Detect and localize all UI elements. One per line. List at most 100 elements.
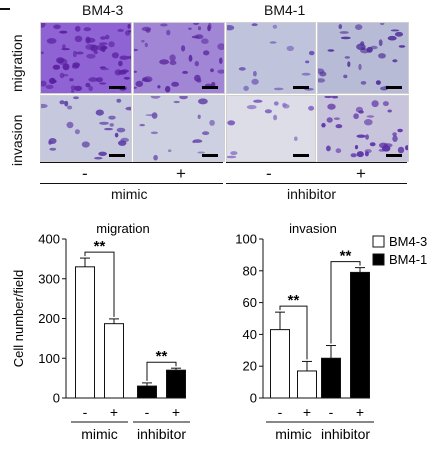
stained-cell xyxy=(321,122,326,128)
significance-bracket xyxy=(84,251,115,317)
cell-line-label-right: BM4-1 xyxy=(264,2,306,18)
bar xyxy=(137,385,157,399)
stained-cell xyxy=(251,23,258,27)
stained-cell xyxy=(308,105,315,111)
micrograph-bm43-invasion-minus xyxy=(40,95,132,162)
significance-marker: ** xyxy=(340,248,352,265)
stained-cell xyxy=(294,136,298,141)
stained-cell xyxy=(318,68,325,74)
y-tick-label: 40 xyxy=(243,327,257,342)
bar xyxy=(166,369,186,399)
stained-cell xyxy=(327,49,335,52)
stained-cell xyxy=(301,72,311,76)
stained-cell xyxy=(366,46,373,53)
stained-cell xyxy=(98,151,107,156)
legend-swatch xyxy=(372,235,385,248)
stained-cell xyxy=(253,99,263,103)
stained-cell xyxy=(344,56,350,59)
x-sign-label: - xyxy=(145,404,150,420)
stained-cell xyxy=(159,59,169,65)
x-sign-label: - xyxy=(278,404,283,420)
stained-cell xyxy=(191,35,200,39)
y-tick-label: 200 xyxy=(38,311,60,326)
stained-cell xyxy=(150,96,161,99)
stained-cell xyxy=(354,145,359,150)
stained-cell xyxy=(86,53,96,59)
stained-cell xyxy=(392,59,398,63)
y-tick-label: 20 xyxy=(243,359,257,374)
significance-bracket xyxy=(279,305,308,360)
stained-cell xyxy=(157,85,161,89)
x-sign-label: + xyxy=(172,404,180,420)
significance-bracket xyxy=(146,361,177,381)
stained-cell xyxy=(109,123,114,127)
stained-cell xyxy=(74,85,83,91)
group-label: inhibitor xyxy=(137,426,186,442)
stained-cell xyxy=(360,81,367,85)
stained-cell xyxy=(230,151,238,156)
stained-cell xyxy=(364,119,373,126)
stained-cell xyxy=(95,109,104,116)
group-divider-right xyxy=(226,183,407,184)
legend-swatch xyxy=(372,253,385,266)
stained-cell xyxy=(114,69,122,76)
stained-cell xyxy=(335,148,342,154)
stained-cell xyxy=(405,145,408,151)
micrograph-bm41-invasion-minus xyxy=(226,95,316,162)
group-label-mimic: mimic xyxy=(111,186,148,202)
stained-cell xyxy=(41,51,44,55)
chart-title: invasion xyxy=(289,221,337,236)
stained-cell xyxy=(201,38,209,44)
stained-cell xyxy=(116,98,122,103)
micrograph-bm41-migration-plus xyxy=(317,22,409,94)
stained-cell xyxy=(108,115,116,120)
stained-cell xyxy=(73,96,79,100)
treatment-divider-right xyxy=(226,162,407,163)
stained-cell xyxy=(392,135,398,142)
y-tick-label: 0 xyxy=(53,391,60,406)
stained-cell xyxy=(57,58,68,65)
row-label-migration: migration xyxy=(9,34,25,92)
stained-cell xyxy=(335,124,343,129)
stained-cell xyxy=(104,127,113,131)
x-sign-label: + xyxy=(356,404,364,420)
stained-cell xyxy=(350,153,357,158)
stained-cell xyxy=(53,24,61,30)
row-label-invasion: invasion xyxy=(9,114,25,166)
stained-cell xyxy=(308,50,315,56)
stained-cell xyxy=(397,146,405,154)
stained-cell xyxy=(101,45,108,50)
stained-cell xyxy=(355,24,363,30)
stained-cell xyxy=(217,43,224,50)
stained-cell xyxy=(141,26,152,32)
stained-cell xyxy=(339,31,349,34)
stained-cell xyxy=(181,45,186,52)
stained-cell xyxy=(143,76,153,83)
treatment-divider-left xyxy=(40,162,223,163)
stained-cell xyxy=(305,60,310,64)
scale-bar xyxy=(293,154,309,157)
stained-cell xyxy=(382,101,389,107)
stained-cell xyxy=(83,27,91,32)
stained-cell xyxy=(227,25,235,31)
stained-cell xyxy=(198,98,208,105)
stained-cell xyxy=(99,66,107,69)
stained-cell xyxy=(99,82,107,85)
micrograph-bm41-migration-minus xyxy=(226,22,316,94)
stained-cell xyxy=(111,52,119,59)
stained-cell xyxy=(366,115,375,118)
stained-cell xyxy=(120,69,129,73)
stained-cell xyxy=(125,30,131,36)
stained-cell xyxy=(165,85,171,93)
stained-cell xyxy=(119,55,129,60)
stained-cell xyxy=(59,30,68,34)
stained-cell xyxy=(326,145,331,152)
group-label: mimic xyxy=(81,426,118,442)
stained-cell xyxy=(364,151,369,157)
stained-cell xyxy=(264,109,272,114)
stained-cell xyxy=(318,78,326,83)
stained-cell xyxy=(398,45,406,48)
x-sign-label: + xyxy=(110,404,118,420)
stained-cell xyxy=(64,100,69,107)
stained-cell xyxy=(327,103,336,110)
